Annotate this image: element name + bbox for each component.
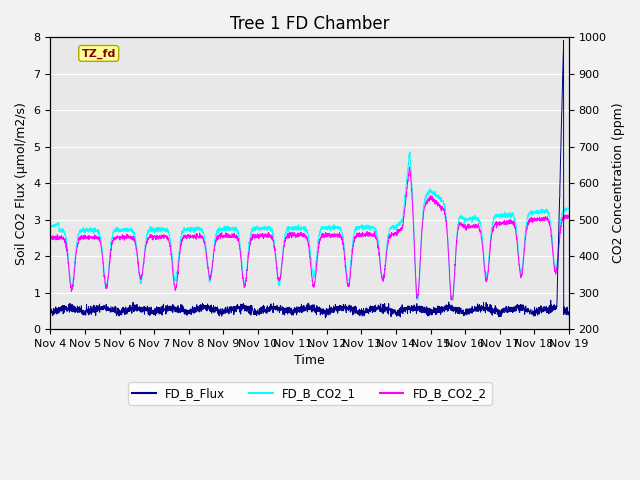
- Y-axis label: Soil CO2 Flux (μmol/m2/s): Soil CO2 Flux (μmol/m2/s): [15, 102, 28, 264]
- Text: TZ_fd: TZ_fd: [81, 48, 116, 59]
- Y-axis label: CO2 Concentration (ppm): CO2 Concentration (ppm): [612, 103, 625, 264]
- Legend: FD_B_Flux, FD_B_CO2_1, FD_B_CO2_2: FD_B_Flux, FD_B_CO2_1, FD_B_CO2_2: [127, 383, 492, 405]
- X-axis label: Time: Time: [294, 354, 325, 367]
- Title: Tree 1 FD Chamber: Tree 1 FD Chamber: [230, 15, 389, 33]
